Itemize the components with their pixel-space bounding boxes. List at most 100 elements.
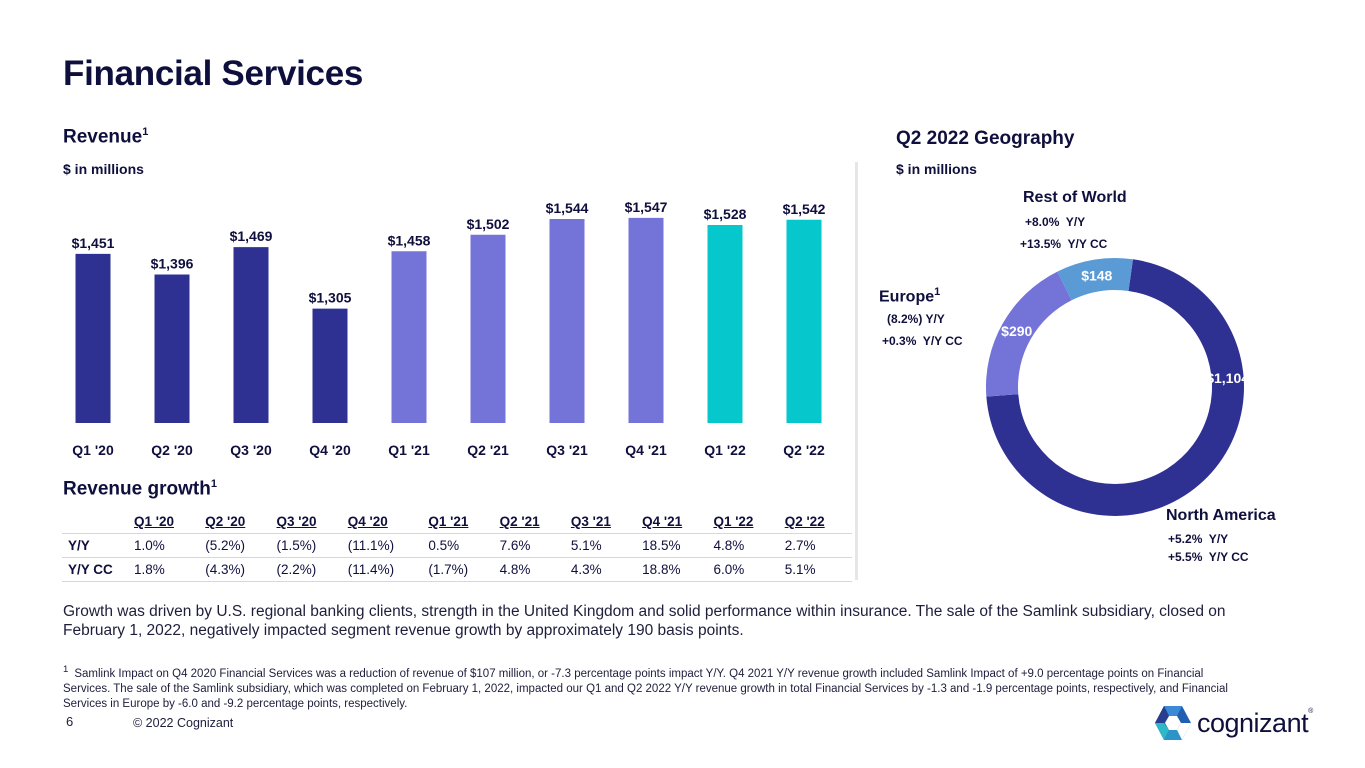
revenue-growth-heading-text: Revenue growth	[63, 478, 211, 500]
bar	[628, 217, 664, 423]
table-cell: 5.1%	[566, 533, 639, 558]
section-divider	[855, 162, 858, 580]
table-header-row: Q1 '20 Q2 '20 Q3 '20 Q4 '20 Q1 '21 Q2 '2…	[62, 512, 852, 534]
geography-donut-chart: $1,104 $290 $148	[986, 258, 1249, 516]
table-cell: 1.0%	[130, 533, 202, 558]
column-header: Q1 '21	[428, 514, 469, 529]
donut-slice	[1057, 258, 1133, 301]
table-cell: (2.2%)	[272, 557, 344, 582]
narrative-text: Growth was driven by U.S. regional banki…	[63, 603, 1226, 639]
table-cell: 2.7%	[780, 533, 852, 558]
rest-of-world-yycc: +13.5% Y/Y CC	[1020, 237, 1108, 251]
bar	[707, 225, 743, 423]
revenue-unit: $ in millions	[63, 161, 144, 177]
bars-layer: $1,451 Q1 '20 $1,396 Q2 '20 $1,469 Q3 '20 $1,3…	[72, 199, 826, 458]
europe-yy: (8.2%) Y/Y	[887, 312, 945, 326]
north-america-yy: +5.2% Y/Y	[1168, 532, 1229, 546]
footnote-text: Samlink Impact on Q4 2020 Financial Serv…	[63, 667, 1228, 710]
table-row: Y/Y 1.0% (5.2%) (1.5%) (11.1%) 0.5% 7.6%…	[62, 533, 852, 558]
bar-value-label: $1,528	[704, 206, 747, 222]
table-cell: 1.8%	[130, 557, 202, 582]
column-header: Q3 '20	[276, 514, 317, 529]
cognizant-logo-icon	[1155, 706, 1191, 740]
x-tick-label: Q3 '20	[230, 442, 272, 458]
donut-slice-label: $290	[1001, 323, 1032, 339]
revenue-bar-chart: $1,451 Q1 '20 $1,396 Q2 '20 $1,469 Q3 '20 $1,3…	[72, 199, 826, 458]
bar-value-label: $1,305	[309, 290, 352, 306]
column-header: Q4 '20	[347, 514, 388, 529]
revenue-growth-heading: Revenue growth1	[63, 478, 217, 500]
north-america-yycc: +5.5% Y/Y CC	[1168, 550, 1249, 564]
table-cell: (11.4%)	[343, 557, 425, 582]
revenue-growth-table: Q1 '20 Q2 '20 Q3 '20 Q4 '20 Q1 '21 Q2 '2…	[62, 512, 852, 582]
donut-slice-label: $148	[1081, 267, 1112, 283]
table-cell: 4.8%	[495, 557, 567, 582]
bar	[549, 219, 585, 423]
europe-label: Europe1	[879, 286, 940, 306]
table-row: Y/Y CC 1.8% (4.3%) (2.2%) (11.4%) (1.7%)…	[62, 557, 852, 582]
donut-layer: $1,104 $290 $148	[986, 258, 1249, 516]
x-tick-label: Q4 '20	[309, 442, 351, 458]
table-cell: 18.5%	[638, 533, 710, 558]
x-tick-label: Q2 '22	[783, 442, 825, 458]
europe-yycc: +0.3% Y/Y CC	[882, 334, 963, 348]
europe-label-text: Europe	[879, 288, 935, 306]
table-cell: (5.2%)	[201, 533, 273, 558]
column-header: Q1 '20	[134, 514, 174, 529]
bar	[786, 219, 822, 423]
bar	[233, 247, 269, 423]
footnote-ref: 1	[210, 478, 217, 490]
table-cell: (11.1%)	[343, 533, 425, 558]
bar	[154, 274, 190, 423]
table-cell: 6.0%	[709, 557, 781, 582]
footnote-ref: 1	[142, 126, 149, 138]
column-header: Q2 '21	[499, 514, 540, 529]
bar-value-label: $1,469	[230, 228, 273, 244]
column-header: Q4 '21	[642, 514, 683, 529]
bar-value-label: $1,451	[72, 235, 115, 251]
table-cell: 18.8%	[638, 557, 710, 582]
bar-value-label: $1,542	[783, 201, 826, 217]
table-cell: (1.7%)	[424, 557, 496, 582]
bar-value-label: $1,396	[151, 256, 194, 272]
north-america-label: North America	[1166, 507, 1276, 524]
donut-slice	[986, 271, 1072, 397]
table-cell: (4.3%)	[201, 557, 273, 582]
bar	[312, 308, 348, 423]
rest-of-world-yy: +8.0% Y/Y	[1025, 215, 1086, 229]
bar	[470, 234, 506, 423]
table-cell: 4.3%	[566, 557, 639, 582]
x-tick-label: Q2 '21	[467, 442, 509, 458]
table-cell: 5.1%	[780, 557, 852, 582]
logo-text: cognizant	[1197, 707, 1309, 738]
table-cell: 0.5%	[424, 533, 496, 558]
footnote-ref: 1	[934, 286, 941, 298]
footnote-marker: 1	[63, 664, 69, 675]
cognizant-logo: cognizant®	[1155, 706, 1313, 740]
copyright: © 2022 Cognizant	[133, 716, 234, 730]
column-header: Q2 '22	[784, 514, 825, 529]
geography-unit: $ in millions	[896, 161, 977, 177]
row-label: Y/Y	[62, 533, 130, 558]
page-title: Financial Services	[63, 54, 364, 93]
bar	[75, 253, 111, 423]
column-header: Q3 '21	[570, 514, 611, 529]
row-label: Y/Y CC	[62, 557, 130, 582]
x-tick-label: Q3 '21	[546, 442, 588, 458]
x-tick-label: Q2 '20	[151, 442, 193, 458]
bar-value-label: $1,544	[546, 200, 589, 216]
column-header: Q1 '22	[713, 514, 754, 529]
rest-of-world-label: Rest of World	[1023, 189, 1127, 206]
x-tick-label: Q1 '20	[72, 442, 114, 458]
bar	[391, 251, 427, 423]
donut-slice-label: $1,104	[1206, 370, 1249, 386]
table-cell: 4.8%	[709, 533, 781, 558]
bar-value-label: $1,547	[625, 199, 668, 215]
bar-value-label: $1,502	[467, 216, 510, 232]
table-cell: (1.5%)	[272, 533, 344, 558]
revenue-heading-text: Revenue	[63, 126, 143, 148]
x-tick-label: Q1 '21	[388, 442, 430, 458]
page-number: 6	[66, 714, 74, 729]
column-header: Q2 '20	[205, 514, 246, 529]
x-tick-label: Q4 '21	[625, 442, 667, 458]
